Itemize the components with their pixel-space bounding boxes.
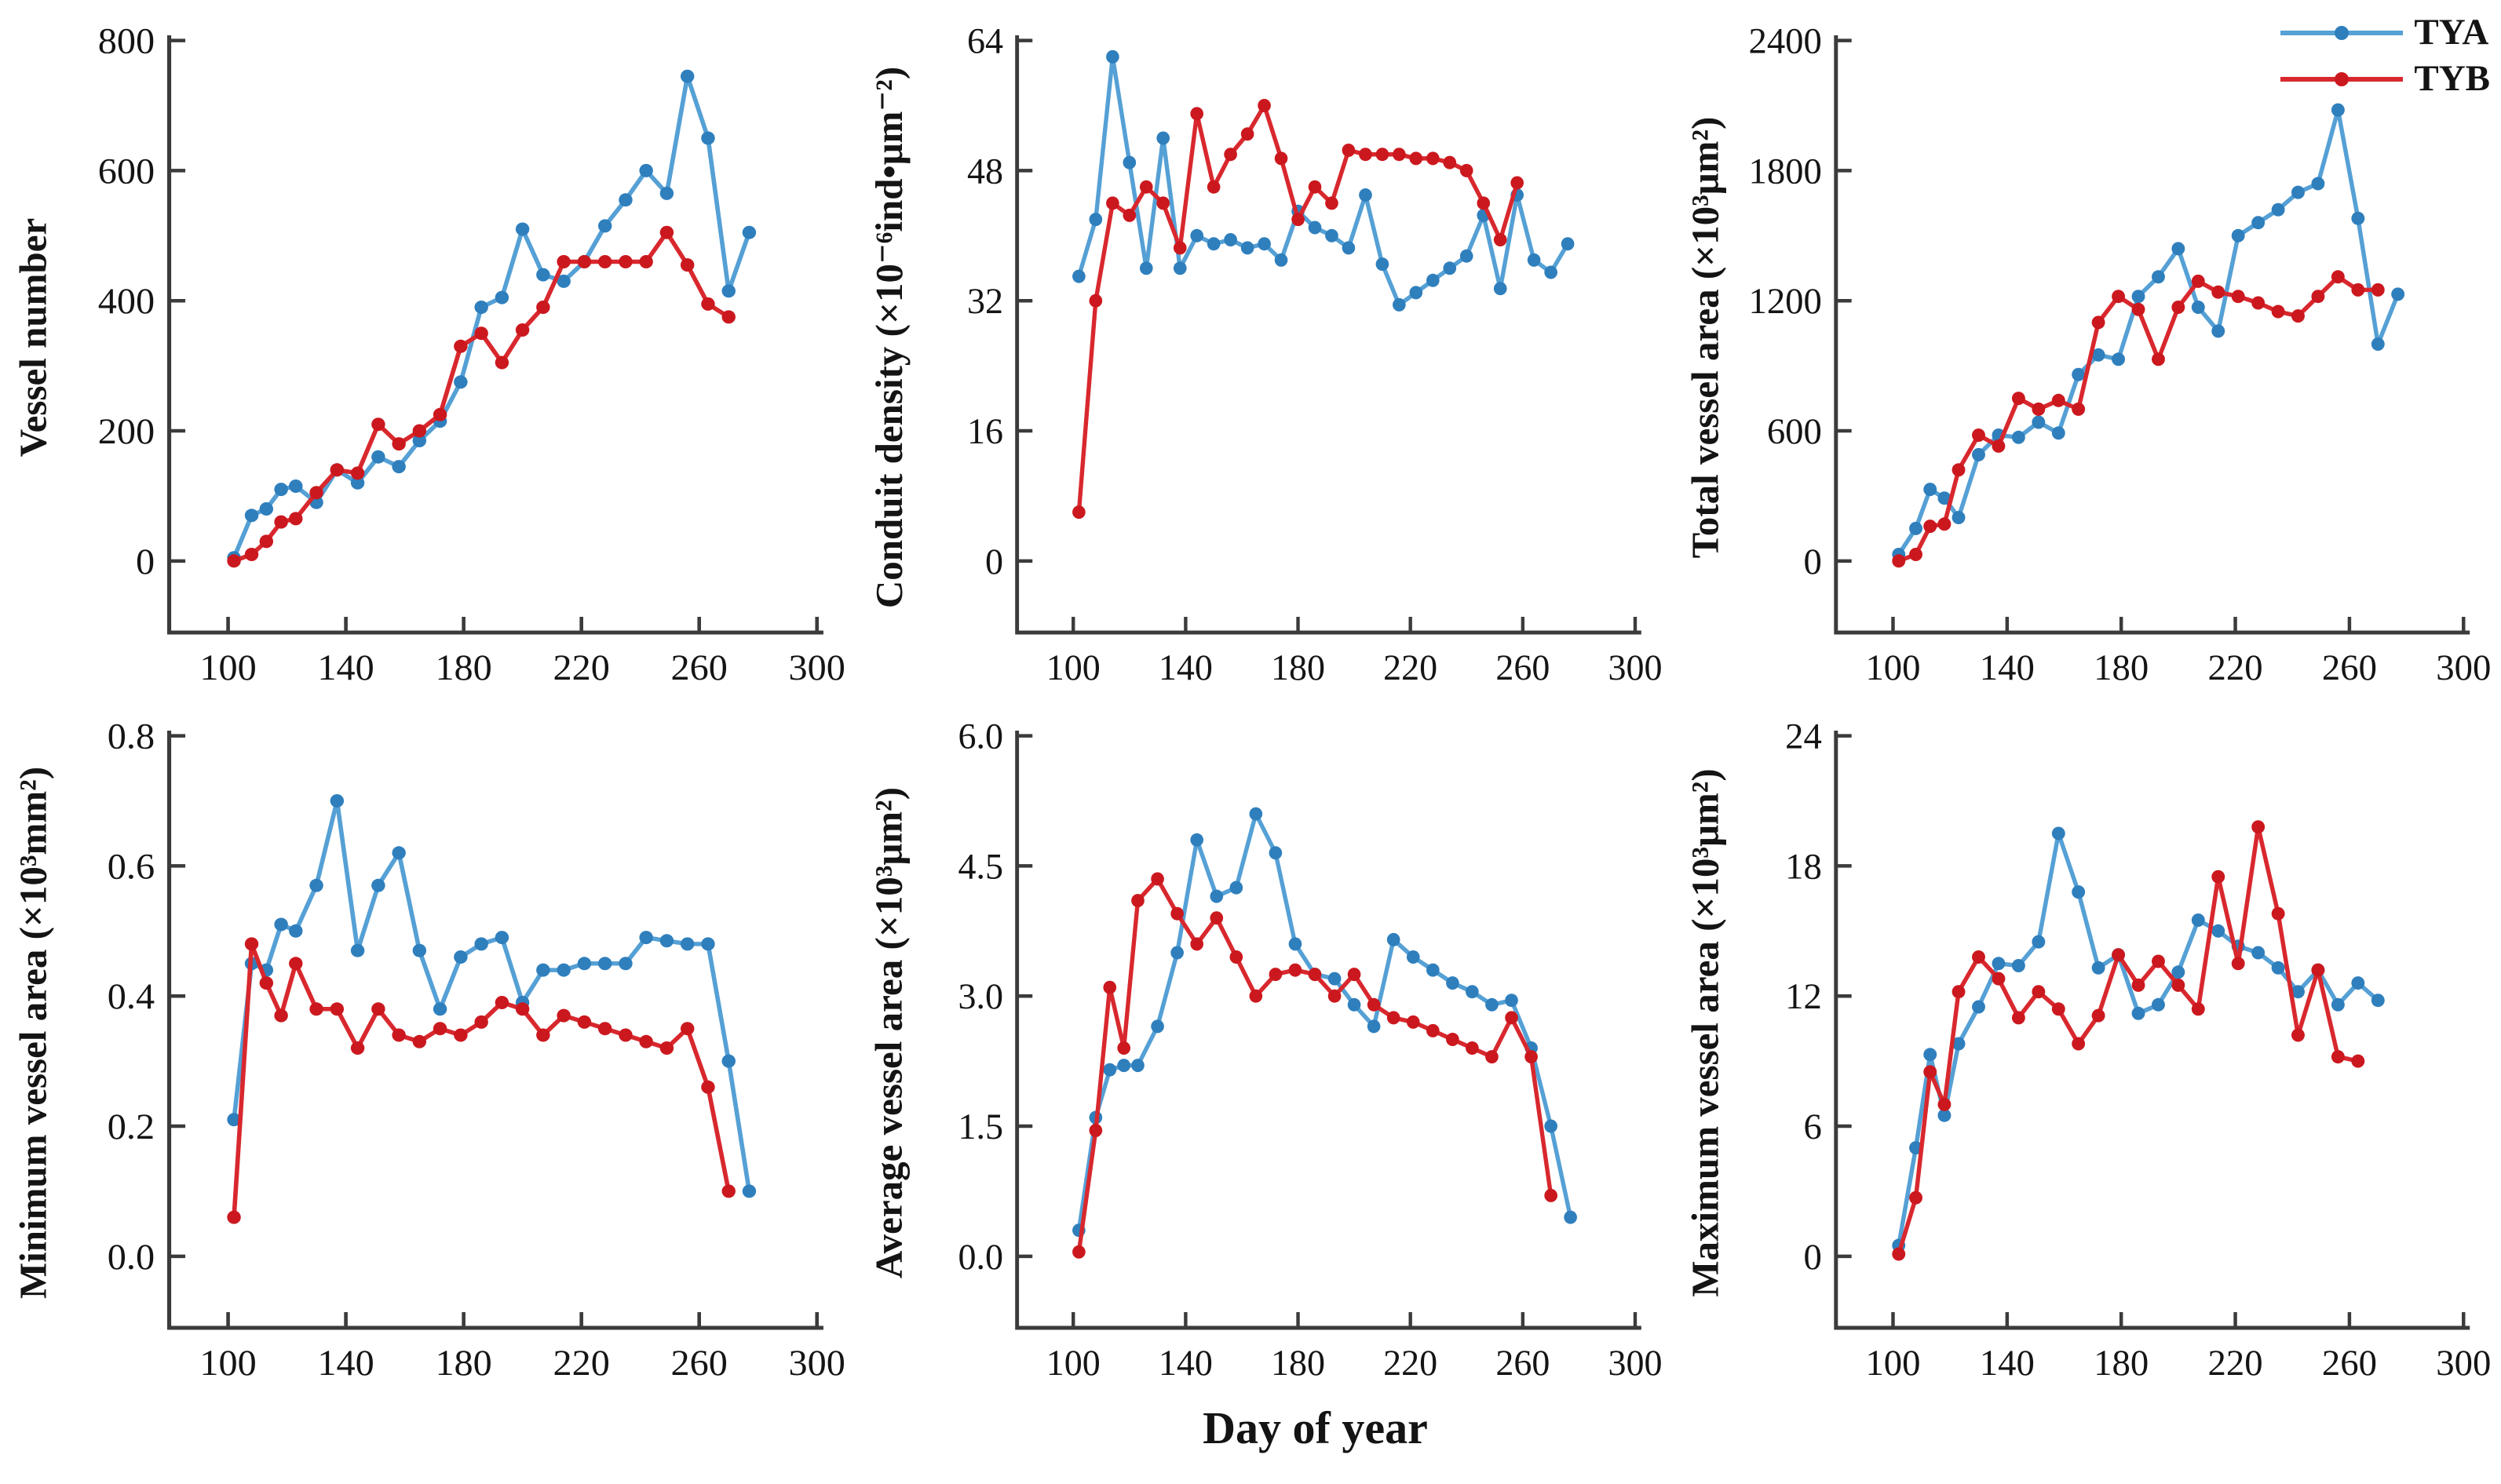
svg-text:0.4: 0.4 <box>108 977 155 1017</box>
svg-text:180: 180 <box>2094 1343 2149 1384</box>
chart-vessel-number: 0 200 400 600 800 100 140 180 220 260 300 <box>98 21 845 688</box>
legend-item-tyb: TYB <box>2279 60 2490 97</box>
svg-text:220: 220 <box>553 648 609 688</box>
svg-text:260: 260 <box>1495 648 1550 689</box>
svg-text:140: 140 <box>317 648 374 688</box>
chart-conduit-density: 0 16 32 48 64 100 140 180 220 260 300 <box>967 21 1662 689</box>
y-axis-label-minimum-vessel-area: Minimum vessel area (×10³mm²) <box>11 766 55 1300</box>
svg-text:100: 100 <box>1046 1344 1101 1384</box>
svg-text:100: 100 <box>1865 647 1920 688</box>
svg-text:1.5: 1.5 <box>958 1107 1004 1148</box>
svg-text:32: 32 <box>967 282 1003 323</box>
svg-text:100: 100 <box>1046 648 1101 689</box>
svg-text:100: 100 <box>199 648 256 688</box>
svg-text:4.5: 4.5 <box>958 847 1004 888</box>
svg-text:48: 48 <box>967 151 1003 192</box>
svg-text:140: 140 <box>1980 647 2035 688</box>
svg-text:180: 180 <box>2094 647 2149 688</box>
svg-text:260: 260 <box>2322 1343 2377 1384</box>
svg-text:300: 300 <box>2436 1343 2491 1384</box>
svg-text:260: 260 <box>1495 1344 1550 1384</box>
svg-text:3.0: 3.0 <box>958 977 1004 1018</box>
svg-text:0.2: 0.2 <box>108 1107 155 1147</box>
x-axis-title: Day of year <box>1203 1402 1428 1453</box>
y-axis-label-conduit-density: Conduit density (×10⁻⁶ind•μm⁻²) <box>867 66 911 609</box>
svg-text:100: 100 <box>1865 1343 1920 1384</box>
svg-text:260: 260 <box>671 1344 728 1384</box>
chart-cell-average-vessel-area: Average vessel area (×10³μm²) 0.0 1.5 3.0 4… <box>856 695 1672 1391</box>
svg-text:140: 140 <box>1159 1344 1213 1384</box>
svg-text:200: 200 <box>98 412 155 452</box>
svg-text:0.0: 0.0 <box>108 1237 155 1277</box>
chart-cell-minimum-vessel-area: Minimum vessel area (×10³mm²) 0.0 0.2 0.4 0… <box>0 695 856 1391</box>
chart-cell-maximum-vessel-area: Maximum vessel area (×10³μm²) 0 6 12 18 24 10… <box>1672 695 2501 1391</box>
legend-label-tyb: TYB <box>2414 58 2490 99</box>
svg-text:180: 180 <box>435 1344 491 1384</box>
chart-total-vessel-area: 0 600 1200 1800 2400 100 140 180 220 260 300 <box>1748 21 2491 689</box>
svg-text:6: 6 <box>1804 1107 1822 1147</box>
svg-text:260: 260 <box>2322 647 2377 688</box>
svg-text:800: 800 <box>98 21 155 61</box>
svg-text:0.0: 0.0 <box>958 1237 1004 1278</box>
y-axis-label-vessel-number: Vessel number <box>11 217 55 458</box>
svg-text:1800: 1800 <box>1748 151 1821 191</box>
svg-text:600: 600 <box>98 151 155 191</box>
chart-cell-total-vessel-area: Total vessel area (×10³μm²) 0 600 1200 1800… <box>1672 0 2501 695</box>
y-axis-label-maximum-vessel-area: Maximum vessel area (×10³μm²) <box>1683 768 1727 1297</box>
svg-text:140: 140 <box>317 1344 374 1384</box>
svg-text:0.6: 0.6 <box>108 847 155 887</box>
chart-maximum-vessel-area: 0 6 12 18 24 100 140 180 220 260 300 <box>1785 716 2491 1384</box>
svg-text:12: 12 <box>1785 976 1822 1017</box>
chart-cell-vessel-number: Vessel number 0 200 400 600 800 100 140 180 220 2… <box>0 0 856 695</box>
svg-text:220: 220 <box>553 1344 609 1384</box>
chart-cell-conduit-density: Conduit density (×10⁻⁶ind•μm⁻²) 0 16 32 48 6… <box>856 0 1672 695</box>
svg-text:140: 140 <box>1980 1343 2035 1384</box>
svg-text:18: 18 <box>1785 846 1822 887</box>
tya-line-marker-icon <box>2280 25 2404 40</box>
svg-text:220: 220 <box>2208 1343 2263 1384</box>
svg-text:300: 300 <box>789 648 845 688</box>
svg-text:16: 16 <box>967 412 1003 453</box>
svg-text:0: 0 <box>1804 1237 1822 1278</box>
y-axis-label-average-vessel-area: Average vessel area (×10³μm²) <box>867 786 911 1279</box>
svg-text:180: 180 <box>1271 1344 1325 1384</box>
svg-text:300: 300 <box>1608 1344 1662 1384</box>
svg-text:400: 400 <box>98 282 155 322</box>
svg-text:64: 64 <box>967 21 1003 62</box>
svg-text:300: 300 <box>789 1344 845 1384</box>
legend-label-tya: TYA <box>2414 12 2489 53</box>
y-axis-label-total-vessel-area: Total vessel area (×10³μm²) <box>1683 116 1727 559</box>
svg-text:0.8: 0.8 <box>108 716 155 757</box>
svg-text:140: 140 <box>1159 648 1213 689</box>
svg-text:300: 300 <box>1608 648 1662 689</box>
svg-text:220: 220 <box>1383 648 1437 689</box>
svg-text:220: 220 <box>2208 647 2263 688</box>
tyb-line-marker-icon <box>2280 71 2404 86</box>
svg-text:180: 180 <box>435 648 491 688</box>
legend: TYA TYB <box>2279 14 2490 97</box>
svg-text:0: 0 <box>985 541 1003 582</box>
svg-text:6.0: 6.0 <box>958 716 1004 757</box>
svg-text:0: 0 <box>136 541 155 582</box>
svg-text:1200: 1200 <box>1748 281 1821 322</box>
svg-text:220: 220 <box>1383 1344 1437 1384</box>
legend-item-tya: TYA <box>2279 14 2488 51</box>
svg-text:100: 100 <box>199 1344 256 1384</box>
svg-text:0: 0 <box>1804 541 1822 582</box>
chart-average-vessel-area: 0.0 1.5 3.0 4.5 6.0 100 140 180 220 260 300 <box>958 716 1663 1384</box>
svg-text:2400: 2400 <box>1748 21 1821 62</box>
svg-text:600: 600 <box>1767 411 1822 452</box>
svg-text:300: 300 <box>2436 647 2491 688</box>
chart-minimum-vessel-area: 0.0 0.2 0.4 0.6 0.8 100 140 180 220 260 300 <box>108 716 845 1384</box>
svg-text:180: 180 <box>1271 648 1325 689</box>
svg-text:260: 260 <box>671 648 728 688</box>
svg-text:24: 24 <box>1785 716 1822 757</box>
